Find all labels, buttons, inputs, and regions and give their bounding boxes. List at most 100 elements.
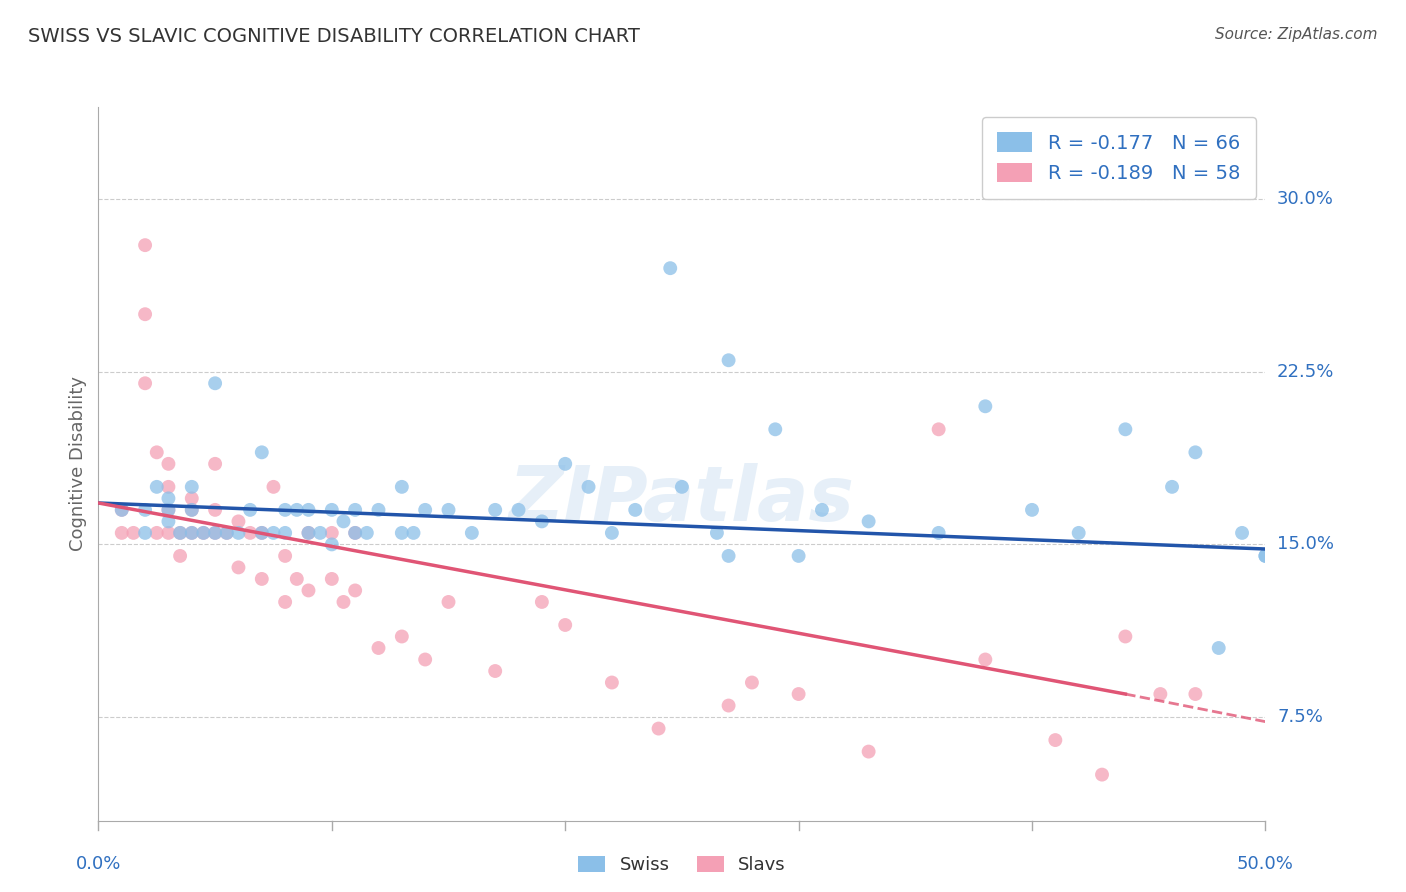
Point	[659, 261, 682, 276]
Point	[578, 480, 600, 494]
Point	[180, 503, 202, 517]
Point	[180, 503, 202, 517]
Point	[146, 525, 169, 540]
Point	[332, 595, 354, 609]
Point	[332, 515, 354, 529]
Point	[215, 525, 238, 540]
Point	[180, 480, 202, 494]
Text: 22.5%: 22.5%	[1277, 363, 1334, 381]
Point	[134, 376, 156, 391]
Point	[1114, 630, 1136, 644]
Point	[111, 503, 134, 517]
Point	[600, 525, 623, 540]
Point	[134, 503, 156, 517]
Point	[262, 480, 284, 494]
Point	[367, 503, 389, 517]
Point	[1254, 549, 1277, 563]
Text: 30.0%: 30.0%	[1277, 190, 1334, 208]
Point	[717, 549, 740, 563]
Point	[146, 480, 169, 494]
Point	[1184, 687, 1206, 701]
Point	[111, 503, 134, 517]
Point	[204, 503, 226, 517]
Point	[274, 503, 297, 517]
Point	[157, 515, 180, 529]
Point	[239, 503, 262, 517]
Point	[344, 525, 367, 540]
Point	[1208, 640, 1230, 655]
Point	[297, 525, 319, 540]
Point	[508, 503, 530, 517]
Point	[717, 353, 740, 368]
Legend: Swiss, Slavs: Swiss, Slavs	[569, 847, 794, 883]
Point	[1091, 767, 1114, 781]
Point	[484, 664, 506, 678]
Point	[274, 595, 297, 609]
Point	[763, 422, 786, 436]
Point	[974, 399, 997, 413]
Point	[1230, 525, 1253, 540]
Point	[1254, 549, 1277, 563]
Point	[437, 503, 460, 517]
Point	[321, 572, 343, 586]
Text: 0.0%: 0.0%	[76, 855, 121, 873]
Point	[437, 595, 460, 609]
Point	[391, 525, 413, 540]
Point	[285, 572, 308, 586]
Point	[391, 480, 413, 494]
Point	[204, 457, 226, 471]
Point	[391, 630, 413, 644]
Point	[215, 525, 238, 540]
Point	[193, 525, 215, 540]
Point	[169, 525, 191, 540]
Point	[1149, 687, 1171, 701]
Point	[250, 525, 273, 540]
Point	[344, 525, 367, 540]
Point	[647, 722, 669, 736]
Text: Source: ZipAtlas.com: Source: ZipAtlas.com	[1215, 27, 1378, 42]
Point	[204, 525, 226, 540]
Point	[787, 549, 810, 563]
Point	[134, 238, 156, 252]
Point	[858, 745, 880, 759]
Point	[262, 525, 284, 540]
Point	[461, 525, 484, 540]
Point	[624, 503, 647, 517]
Text: SWISS VS SLAVIC COGNITIVE DISABILITY CORRELATION CHART: SWISS VS SLAVIC COGNITIVE DISABILITY COR…	[28, 27, 640, 45]
Point	[193, 525, 215, 540]
Point	[858, 515, 880, 529]
Point	[787, 687, 810, 701]
Point	[111, 525, 134, 540]
Point	[180, 525, 202, 540]
Point	[297, 503, 319, 517]
Point	[671, 480, 693, 494]
Point	[250, 445, 273, 459]
Point	[1161, 480, 1184, 494]
Point	[554, 457, 576, 471]
Point	[344, 503, 367, 517]
Point	[285, 503, 308, 517]
Point	[600, 675, 623, 690]
Point	[157, 457, 180, 471]
Y-axis label: Cognitive Disability: Cognitive Disability	[69, 376, 87, 551]
Text: ZIPatlas: ZIPatlas	[509, 463, 855, 536]
Point	[157, 491, 180, 506]
Point	[204, 525, 226, 540]
Point	[297, 583, 319, 598]
Point	[239, 525, 262, 540]
Text: 7.5%: 7.5%	[1277, 708, 1323, 726]
Text: 15.0%: 15.0%	[1277, 535, 1334, 553]
Point	[402, 525, 425, 540]
Point	[157, 503, 180, 517]
Point	[180, 525, 202, 540]
Point	[157, 525, 180, 540]
Point	[180, 491, 202, 506]
Point	[1184, 445, 1206, 459]
Point	[356, 525, 378, 540]
Point	[250, 525, 273, 540]
Point	[413, 652, 436, 666]
Point	[321, 525, 343, 540]
Point	[554, 618, 576, 632]
Point	[157, 503, 180, 517]
Point	[321, 537, 343, 551]
